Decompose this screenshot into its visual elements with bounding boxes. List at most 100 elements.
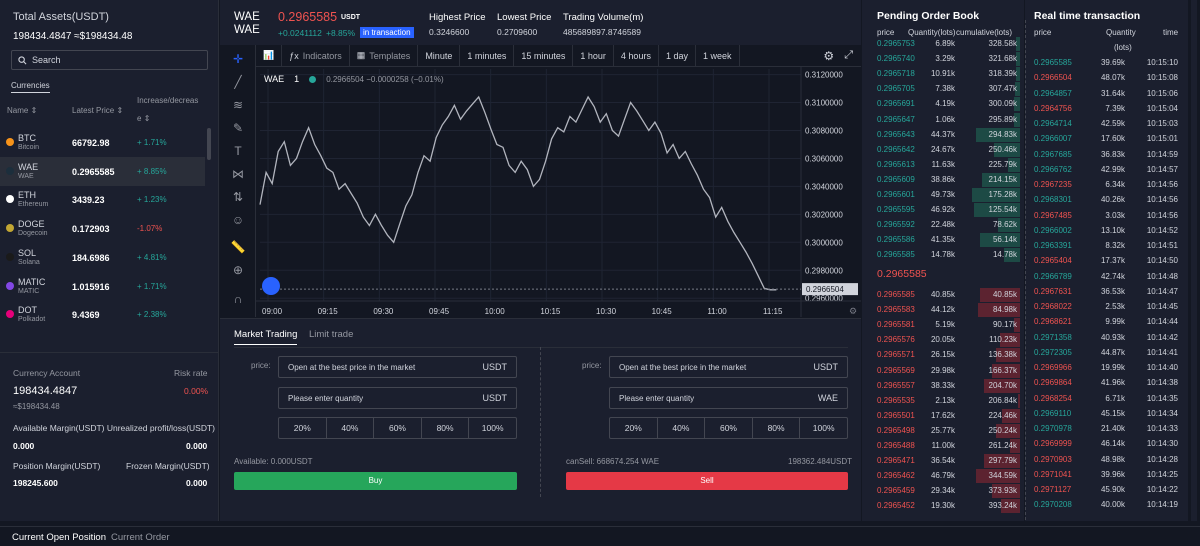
search-input[interactable]: Search [11,50,208,70]
pct-option-100[interactable]: 100% [812,423,835,433]
ask-row[interactable]: 0.2965569 29.98k 166.37k [862,363,1024,378]
coin-list-scrollbar[interactable] [207,128,211,160]
prediction-icon[interactable]: ⇅ [232,190,244,204]
ask-row[interactable]: 0.2965452 19.30k 393.24k [862,499,1024,514]
tab-limit-trade[interactable]: Limit trade [309,329,354,340]
sort-icon: ⇕ [143,114,151,123]
bid-row[interactable]: 0.2965609 38.86k 214.15k [862,172,1024,187]
tab-currencies[interactable]: Currencies [11,81,50,93]
bid-row[interactable]: 0.2965718 10.91k 318.39k [862,67,1024,82]
chart-type-button[interactable]: 📊 [256,44,283,67]
bid-row[interactable]: 0.2965586 41.35k 56.14k [862,233,1024,248]
indicators-button[interactable]: ƒx Indicators [282,44,350,67]
interval-1-hour[interactable]: 1 hour [573,44,614,67]
pct-option-40[interactable]: 40% [658,418,706,438]
coin-row-doge[interactable]: DOGE Dogecoin 0.172903 -1.07% [0,214,205,243]
interval-15-minutes[interactable]: 15 minutes [514,44,574,67]
coin-row-btc[interactable]: BTC Bitcoin 66792.98 + 1.71% [0,128,205,157]
chart-settings-icon[interactable]: ⚙ [849,307,857,317]
ask-row[interactable]: 0.2965459 29.34k 373.93k [862,484,1024,499]
bid-row[interactable]: 0.2965753 6.89k 328.58k [862,37,1024,51]
pct-option-80[interactable]: 80% [422,418,470,438]
pct-option-100[interactable]: 100% [481,423,504,433]
bid-row[interactable]: 0.2965601 49.73k 175.28k [862,188,1024,202]
fib-icon[interactable]: ≋ [232,98,244,112]
pattern-icon[interactable]: ⋈ [232,167,244,181]
settings-icon[interactable]: ⚙ [823,48,835,63]
interval-1-day[interactable]: 1 day [659,44,696,67]
ask-row[interactable]: 0.2965488 11.00k 261.24k [862,439,1024,453]
bid-row[interactable]: 0.2965740 3.29k 321.68k [862,52,1024,67]
bid-row[interactable]: 0.2965643 44.37k 294.83k [862,127,1024,142]
sell-button[interactable]: Sell [566,472,848,490]
coin-row-sol[interactable]: SOL Solana 184.6986 + 4.81% [0,243,205,272]
tab-current-order[interactable]: Current Order [111,532,170,543]
buy-quantity-input[interactable]: Please enter quantity USDT [278,387,517,409]
buy-price-field[interactable]: Open at the best price in the market USDT [278,356,517,378]
ask-row[interactable]: 0.2965462 46.79k 344.59k [862,469,1024,484]
bid-row[interactable]: 0.2965585 14.78k 14.78k [862,248,1024,263]
interval-minute[interactable]: Minute [418,44,461,67]
crosshair-icon[interactable]: ✛ [232,52,244,66]
ask-row[interactable]: 0.2965501 17.62k 224.46k [862,408,1024,423]
tab-market-trading[interactable]: Market Trading [234,329,298,345]
col-price-header[interactable]: Latest Price ⇕ [72,106,124,115]
ask-row[interactable]: 0.2965498 25.77k 250.24k [862,423,1024,438]
trade-price: 0.2964714 [1034,119,1072,128]
trade-quantity: 7.39k [1105,103,1125,113]
trade-price: 0.2966007 [1034,134,1072,144]
ask-row[interactable]: 0.2965576 20.05k 110.23k [862,333,1024,348]
coin-row-matic[interactable]: MATIC MATIC 1.015916 + 1.71% [0,272,205,301]
bid-row[interactable]: 0.2965691 4.19k 300.09k [862,97,1024,112]
bid-row[interactable]: 0.2965613 11.63k 225.79k [862,157,1024,172]
zoom-in-icon[interactable]: ⊕ [232,263,244,277]
pct-option-60[interactable]: 60% [374,418,422,438]
page-scrollbar[interactable] [1188,0,1200,521]
col-change-header[interactable]: Increase/decreas [137,96,199,105]
interval-1-week[interactable]: 1 week [696,44,740,67]
ask-row[interactable]: 0.2965557 38.33k 204.70k [862,378,1024,393]
ask-row[interactable]: 0.2965585 40.85k 40.85k [862,288,1024,302]
col-name-header[interactable]: Name ⇕ [7,106,38,115]
pct-option-60[interactable]: 60% [705,418,753,438]
bid-row[interactable]: 0.2965705 7.38k 307.47k [862,82,1024,97]
bid-row[interactable]: 0.2965642 24.67k 250.46k [862,142,1024,157]
magnet-icon[interactable]: ∩ [233,292,243,306]
ask-row[interactable]: 0.2965583 44.12k 84.98k [862,303,1024,318]
divider [1025,20,1026,520]
divider [540,347,541,497]
scrollbar-track[interactable] [1191,0,1197,521]
tab-current-open-position[interactable]: Current Open Position [12,532,106,543]
pct-option-20[interactable]: 20% [610,418,658,438]
bid-row[interactable]: 0.2965592 22.48k 78.62k [862,218,1024,233]
ask-row[interactable]: 0.2965471 36.54k 297.79k [862,454,1024,469]
sell-quantity-input[interactable]: Please enter quantity WAE [609,387,848,409]
pct-option-40[interactable]: 40% [327,418,375,438]
bid-row[interactable]: 0.2965647 1.06k 295.89k [862,112,1024,127]
pct-option-80[interactable]: 80% [753,418,801,438]
interval-1-minutes[interactable]: 1 minutes [460,44,515,67]
coin-row-dot[interactable]: DOT Polkadot 9.4369 + 2.38% [0,300,205,329]
col-change-header-2[interactable]: e ⇕ [137,114,151,123]
brush-icon[interactable]: ✎ [232,121,244,135]
emoji-icon[interactable]: ☺ [231,213,245,227]
price-chart[interactable]: 0.3120000 0.3100000 0.3080000 0.3060000 0.30… [256,67,861,317]
coin-row-wae[interactable]: WAE WAE 0.2965585 + 8.85% [0,156,205,186]
ask-row[interactable]: 0.2965535 2.13k 206.84k [862,393,1024,408]
ask-row[interactable]: 0.2965581 5.19k 90.17k [862,318,1024,333]
fullscreen-icon[interactable]: ⤢ [844,48,853,61]
sell-price-field[interactable]: Open at the best price in the market USDT [609,356,848,378]
ask-row[interactable]: 0.2965571 26.15k 136.38k [862,348,1024,363]
trade-quantity: 40.26k [1100,195,1125,205]
templates-button[interactable]: ▦ Templates [350,44,419,67]
buy-button[interactable]: Buy [234,472,517,490]
bid-row[interactable]: 0.2965595 46.92k 125.54k [862,203,1024,218]
trendline-icon[interactable]: ╱ [234,75,242,89]
trade-price: 0.2966504 [1034,73,1072,83]
ruler-icon[interactable]: 📏 [230,240,246,254]
interval-4-hours[interactable]: 4 hours [614,44,659,67]
trade-time: 10:14:52 [1146,225,1178,235]
text-icon[interactable]: T [234,144,242,158]
pct-option-20[interactable]: 20% [279,418,327,438]
coin-row-eth[interactable]: ETH Ethereum 3439.23 + 1.23% [0,185,205,214]
